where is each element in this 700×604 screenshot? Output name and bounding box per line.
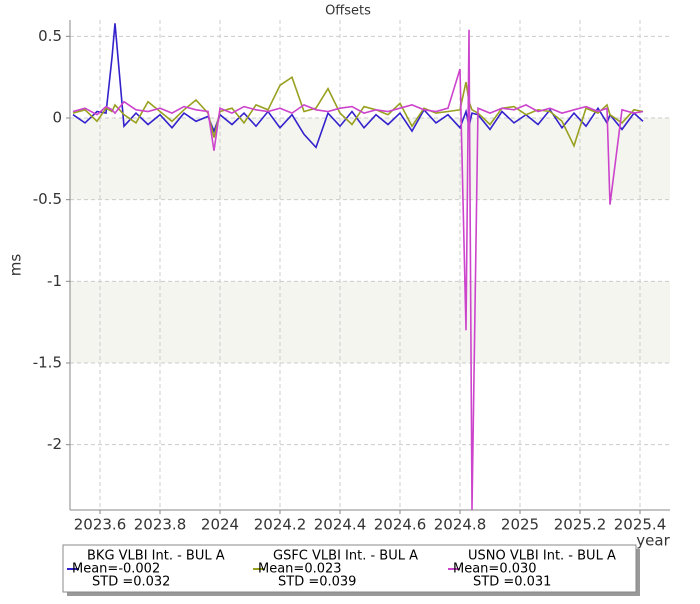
legend-label: GSFC VLBI Int. - BUL A bbox=[273, 549, 418, 564]
y-tick-label: -2 bbox=[47, 435, 62, 453]
legend-mean: Mean=-0.002 bbox=[72, 562, 160, 577]
x-tick-label: 2024.6 bbox=[374, 516, 427, 534]
legend bbox=[62, 544, 637, 593]
x-tick-label: 2024.2 bbox=[254, 516, 307, 534]
x-tick-label: 2023.6 bbox=[74, 516, 127, 534]
x-tick-label: 2024.8 bbox=[434, 516, 487, 534]
x-tick-label: 2025.4 bbox=[614, 516, 667, 534]
band bbox=[70, 281, 670, 363]
legend-std: STD =0.032 bbox=[92, 575, 170, 590]
y-axis-label: ms bbox=[7, 254, 25, 277]
x-tick-label: 2024.4 bbox=[314, 516, 367, 534]
y-tick-label: -1.5 bbox=[33, 354, 62, 372]
x-tick-label: 2025.2 bbox=[554, 516, 607, 534]
legend-mean: Mean=0.030 bbox=[453, 562, 537, 577]
legend-label: BKG VLBI Int. - BUL A bbox=[87, 549, 225, 564]
y-tick-label: 0 bbox=[52, 109, 62, 127]
series-line bbox=[72, 75, 644, 148]
x-tick-label: 2025 bbox=[501, 516, 539, 534]
series-line bbox=[72, 29, 644, 511]
y-tick-label: -0.5 bbox=[33, 190, 62, 208]
legend-std: STD =0.039 bbox=[278, 575, 356, 590]
x-tick-label: 2024 bbox=[201, 516, 239, 534]
chart-title: Offsets bbox=[325, 4, 371, 19]
x-axis-label: year bbox=[636, 532, 670, 550]
band bbox=[70, 118, 670, 200]
y-tick-label: 0.5 bbox=[38, 27, 62, 45]
legend-mean: Mean=0.023 bbox=[258, 562, 342, 577]
y-tick-label: -1 bbox=[47, 272, 62, 290]
x-tick-label: 2023.8 bbox=[134, 516, 187, 534]
legend-label: USNO VLBI Int. - BUL A bbox=[468, 549, 616, 564]
legend-std: STD =0.031 bbox=[473, 575, 551, 590]
series-line bbox=[72, 23, 644, 149]
